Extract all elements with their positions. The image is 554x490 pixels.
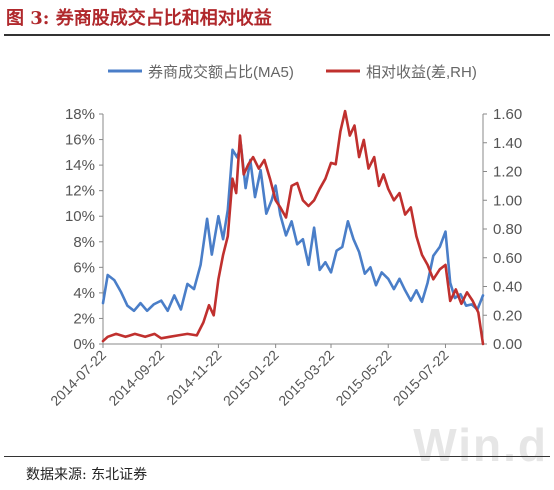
y-right-tick-label: 1.00: [493, 192, 522, 209]
y-right-tick-label: 0.80: [493, 221, 522, 238]
y-right-tick-label: 1.20: [493, 164, 522, 181]
y-left-tick-label: 16%: [65, 132, 95, 149]
axes: 0% 2% 4% 6% 8% 10% 12% 14% 16% 18% 0.00 0.20 0.40 0.6…: [47, 106, 522, 409]
x-tick-label: 2014-09-22: [105, 347, 167, 409]
y-left-tick-label: 12%: [65, 183, 95, 200]
y-right-tick-label: 1.40: [493, 135, 522, 152]
y-left-tick-label: 6%: [73, 259, 95, 276]
chart: 券商成交额占比(MA5) 相对收益(差,RH) 0% 2% 4% 6% 8% 10% 12% 1…: [47, 63, 522, 409]
series-line-turnover-share: [101, 143, 485, 313]
series-layer: [101, 109, 485, 346]
y-right-tick-label: 1.60: [493, 106, 522, 123]
y-right-tick-label: 0.60: [493, 250, 522, 267]
y-left-tick-label: 8%: [73, 234, 95, 251]
y-left-tick-label: 10%: [65, 208, 95, 225]
watermark: Win.d: [413, 419, 548, 471]
y-left-tick-label: 18%: [65, 106, 95, 123]
y-right-tick-label: 0.40: [493, 279, 522, 296]
series-line-relative-return: [101, 109, 485, 346]
y-left-tick-label: 4%: [73, 285, 95, 302]
x-tick-label: 2014-11-22: [163, 347, 224, 408]
x-tick-label: 2015-01-22: [220, 347, 282, 409]
y-right-tick-label: 0.20: [493, 307, 522, 324]
legend: 券商成交额占比(MA5) 相对收益(差,RH): [108, 63, 477, 81]
y-right-tick-label: 0.00: [493, 336, 522, 353]
source-note: 数据来源: 东北证券: [26, 467, 148, 483]
source-rule: [4, 456, 550, 457]
x-tick-label: 2015-05-22: [332, 347, 394, 409]
y-left-tick-label: 14%: [65, 157, 95, 174]
x-tick-label: 2015-03-22: [275, 347, 337, 409]
figure-title: 图 3: 券商股成交占比和相对收益: [6, 8, 272, 29]
title-rule: [4, 34, 550, 36]
legend-label-relative-return: 相对收益(差,RH): [366, 64, 477, 81]
y-left-tick-label: 2%: [73, 310, 95, 327]
legend-label-turnover-share: 券商成交额占比(MA5): [148, 63, 294, 81]
y-left-tick-label: 0%: [73, 336, 95, 353]
x-tick-label: 2014-07-22: [47, 347, 109, 409]
x-tick-label: 2015-07-22: [390, 347, 452, 409]
